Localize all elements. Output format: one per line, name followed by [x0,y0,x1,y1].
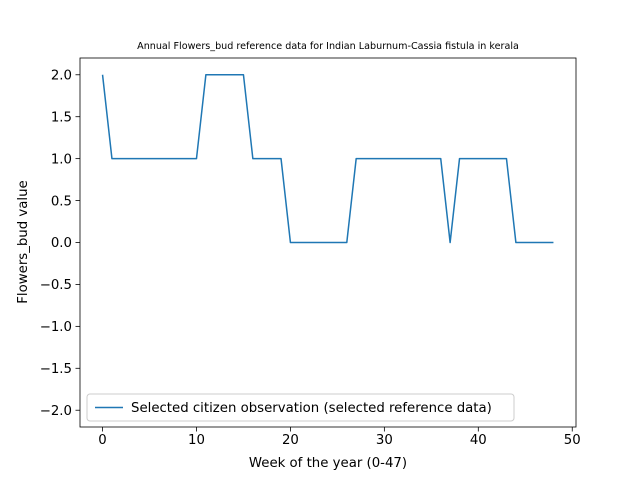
data-point [271,158,272,159]
y-tick-label: −0.5 [40,278,72,293]
data-point [496,158,497,159]
data-point [459,158,460,159]
x-tick-label: 20 [282,433,299,448]
data-point [318,242,319,243]
data-point [309,242,310,243]
data-point [534,242,535,243]
data-point [186,158,187,159]
data-point [205,74,206,75]
data-point [553,242,554,243]
data-point [412,158,413,159]
x-tick-label: 0 [98,433,106,448]
y-tick-label: 2.0 [51,68,72,83]
y-tick-label: −2.0 [40,404,72,419]
data-point [262,158,263,159]
data-point [384,158,385,159]
y-axis-label: Flowers_bud value [16,180,31,303]
data-point [403,158,404,159]
data-point [468,158,469,159]
y-tick-label: −1.5 [40,362,72,377]
data-point [525,242,526,243]
data-point [327,242,328,243]
data-point [102,74,103,75]
data-point [543,242,544,243]
data-point [130,158,131,159]
data-point [243,74,244,75]
data-point [215,74,216,75]
data-point [356,158,357,159]
data-point [506,158,507,159]
y-tick-label: 0.0 [51,236,72,251]
data-point [478,158,479,159]
data-point [299,242,300,243]
data-point [374,158,375,159]
data-point [346,242,347,243]
y-tick-label: 1.5 [51,110,72,125]
data-point [393,158,394,159]
data-point [365,158,366,159]
data-point [196,158,197,159]
x-tick-label: 40 [470,433,487,448]
x-axis-label: Week of the year (0-47) [249,456,407,471]
data-point [450,242,451,243]
x-tick-label: 10 [188,433,205,448]
data-point [121,158,122,159]
data-point [158,158,159,159]
data-point [431,158,432,159]
x-tick-label: 30 [376,433,393,448]
data-point [290,242,291,243]
legend-label: Selected citizen observation (selected r… [131,401,492,416]
data-point [280,158,281,159]
y-tick-label: 1.0 [51,152,72,167]
data-point [440,158,441,159]
plot-area: 0 10 20 30 40 50 −2.0 −1.5 −1.0 −0.5 0.0 0.5 1.0 1.5 2… [40,57,581,448]
data-point [233,74,234,75]
x-tick-label: 50 [564,433,581,448]
data-point [111,158,112,159]
legend: Selected citizen observation (selected r… [86,393,515,422]
legend-box [86,393,515,422]
chart-title: Annual Flowers_bud reference data for In… [137,41,519,52]
data-point [337,242,338,243]
y-tick-label: −1.0 [40,320,72,335]
data-point [252,158,253,159]
data-point [515,242,516,243]
data-point [140,158,141,159]
y-tick-label: 0.5 [51,194,72,209]
data-point [168,158,169,159]
data-point [487,158,488,159]
data-point [149,158,150,159]
data-point [421,158,422,159]
data-point [224,74,225,75]
data-point [177,158,178,159]
series-line-0 [101,74,554,244]
